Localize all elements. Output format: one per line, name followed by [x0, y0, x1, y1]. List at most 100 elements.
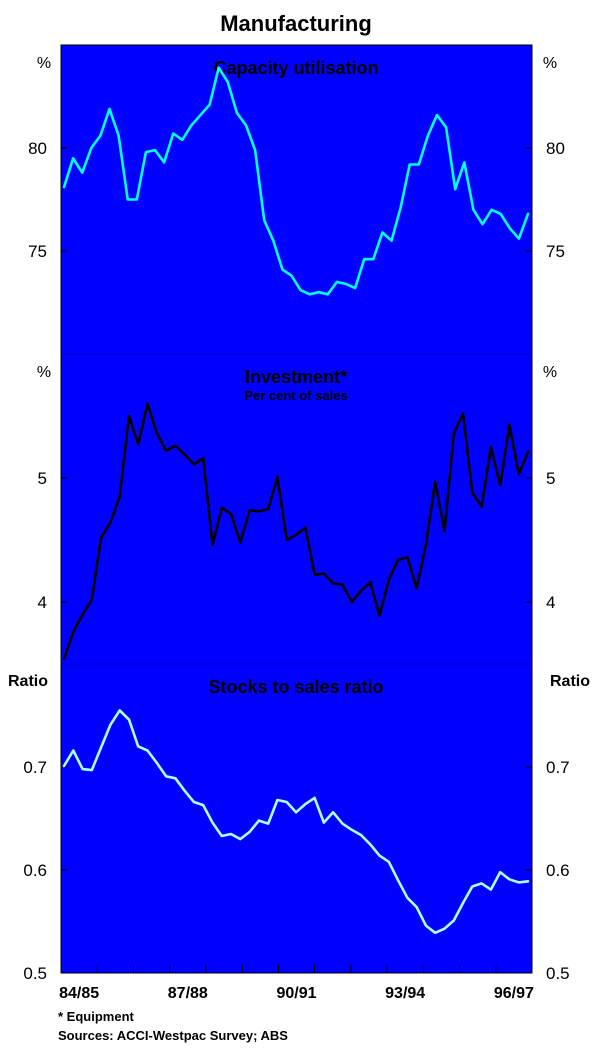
data-point — [397, 879, 399, 881]
data-point — [63, 765, 65, 767]
x-tick-label: 87/88 — [168, 985, 208, 1002]
data-point — [480, 882, 482, 884]
unit-label-right: % — [543, 364, 557, 381]
unit-label-left: % — [37, 364, 51, 381]
data-point — [137, 443, 139, 445]
data-point — [313, 797, 315, 799]
data-point — [156, 432, 158, 434]
data-point — [499, 484, 501, 486]
data-point — [239, 838, 241, 840]
data-point — [72, 631, 74, 633]
data-point — [230, 513, 232, 515]
data-point — [199, 114, 201, 116]
data-point — [518, 881, 520, 883]
panel-title: Capacity utilisation — [213, 58, 378, 78]
data-point — [183, 453, 185, 455]
source-note: Sources: ACCI-Westpac Survey; ABS — [58, 1028, 288, 1043]
data-point — [119, 495, 121, 497]
data-point — [145, 151, 147, 153]
data-point — [211, 544, 213, 546]
data-point — [369, 581, 371, 583]
data-point — [462, 412, 464, 414]
data-point — [332, 582, 334, 584]
data-point — [418, 163, 420, 165]
data-point — [239, 541, 241, 543]
data-point — [527, 213, 529, 215]
data-point — [174, 445, 176, 447]
data-point — [109, 724, 111, 726]
data-point — [245, 124, 247, 126]
data-point — [99, 134, 101, 136]
data-point — [91, 598, 93, 600]
data-point — [508, 424, 510, 426]
data-point — [509, 227, 511, 229]
data-point — [193, 463, 195, 465]
data-point — [363, 258, 365, 260]
data-point — [109, 521, 111, 523]
data-point — [351, 601, 353, 603]
data-point — [518, 237, 520, 239]
data-point — [119, 709, 121, 711]
data-point — [378, 614, 380, 616]
data-point — [409, 163, 411, 165]
data-point — [390, 240, 392, 242]
data-point — [211, 821, 213, 823]
data-point — [156, 762, 158, 764]
data-point — [443, 530, 445, 532]
data-point — [481, 223, 483, 225]
data-point — [100, 536, 102, 538]
data-point — [436, 114, 438, 116]
data-point — [332, 811, 334, 813]
data-point — [137, 745, 139, 747]
data-point — [165, 450, 167, 452]
data-point — [499, 871, 501, 873]
data-point — [415, 906, 417, 908]
y-tick-label-right: 0.6 — [546, 861, 570, 880]
data-point — [471, 492, 473, 494]
series-line — [62, 66, 530, 296]
data-point — [445, 126, 447, 128]
data-point — [406, 897, 408, 899]
data-point — [304, 803, 306, 805]
data-point — [267, 822, 269, 824]
data-point — [258, 819, 260, 821]
data-point — [295, 534, 297, 536]
data-point — [72, 157, 74, 159]
data-point — [388, 579, 390, 581]
data-point — [202, 457, 204, 459]
x-tick-label: 93/94 — [385, 985, 425, 1002]
data-point — [91, 769, 93, 771]
data-point — [254, 149, 256, 151]
data-point — [263, 219, 265, 221]
data-point — [183, 790, 185, 792]
data-point — [360, 834, 362, 836]
data-point — [108, 108, 110, 110]
panel-subtitle: Per cent of sales — [244, 388, 347, 403]
data-point — [267, 508, 269, 510]
data-point — [336, 281, 338, 283]
data-point — [378, 854, 380, 856]
data-point — [508, 878, 510, 880]
series-line — [62, 402, 530, 661]
data-point — [181, 139, 183, 141]
data-point — [128, 415, 130, 417]
data-point — [146, 749, 148, 751]
data-point — [165, 775, 167, 777]
data-point — [227, 81, 229, 83]
data-point — [472, 209, 474, 211]
data-point — [480, 505, 482, 507]
data-point — [323, 572, 325, 574]
y-tick-label-right: 0.5 — [546, 964, 570, 983]
unit-label-right: Ratio — [550, 673, 590, 690]
plot-area-background — [61, 45, 532, 973]
data-point — [406, 556, 408, 558]
y-tick-label-left: 75 — [28, 242, 47, 261]
data-point — [174, 777, 176, 779]
y-tick-label-right: 75 — [546, 242, 565, 261]
data-point — [290, 275, 292, 277]
data-point — [286, 539, 288, 541]
data-point — [81, 613, 83, 615]
y-tick-label-right: 0.7 — [546, 758, 570, 777]
data-point — [163, 161, 165, 163]
